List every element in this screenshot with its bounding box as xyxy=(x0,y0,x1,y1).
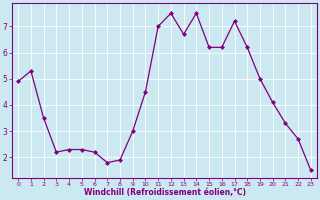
X-axis label: Windchill (Refroidissement éolien,°C): Windchill (Refroidissement éolien,°C) xyxy=(84,188,245,197)
